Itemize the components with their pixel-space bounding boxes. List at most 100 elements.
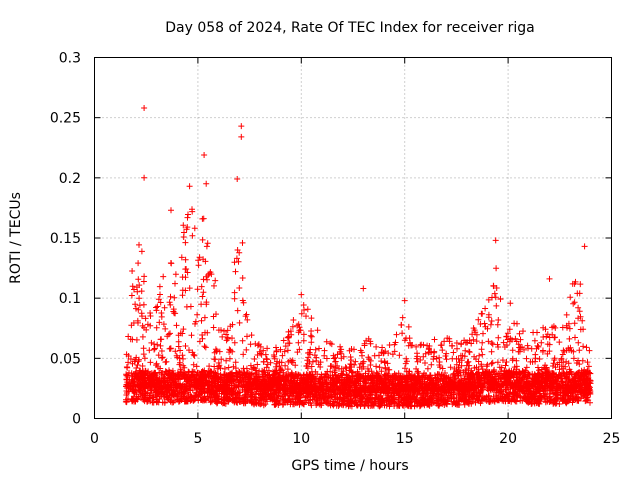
data-point <box>245 380 252 387</box>
data-point <box>189 232 196 239</box>
data-point <box>308 315 315 322</box>
data-point <box>416 403 423 410</box>
data-point <box>162 325 169 332</box>
data-point <box>544 371 551 378</box>
data-point <box>348 368 355 375</box>
data-point <box>509 389 516 396</box>
data-point <box>271 391 278 398</box>
data-point <box>404 384 410 391</box>
data-point <box>369 386 376 392</box>
data-point <box>160 388 167 395</box>
data-point <box>509 357 516 364</box>
data-point <box>491 398 498 405</box>
data-point <box>174 393 181 400</box>
data-point <box>560 393 566 399</box>
data-point <box>376 352 382 359</box>
data-point <box>203 273 210 280</box>
data-point <box>583 397 590 404</box>
data-point <box>314 327 321 334</box>
data-point <box>535 364 541 371</box>
data-point <box>180 362 187 369</box>
data-point <box>395 401 401 408</box>
data-point <box>516 330 523 337</box>
data-point <box>248 332 255 339</box>
data-point <box>196 338 203 345</box>
data-point <box>255 376 261 383</box>
data-point <box>503 359 510 365</box>
data-point <box>253 385 260 392</box>
data-point <box>160 273 167 280</box>
data-point <box>212 346 219 353</box>
data-point <box>450 371 457 378</box>
data-point <box>414 368 421 375</box>
data-point <box>123 392 130 398</box>
data-point <box>535 370 542 377</box>
data-point <box>484 361 491 368</box>
data-point <box>497 296 504 303</box>
data-point <box>448 342 455 349</box>
data-point <box>456 367 463 374</box>
data-point <box>479 339 486 346</box>
data-point <box>414 350 420 357</box>
data-point <box>458 357 465 364</box>
data-point <box>454 345 460 352</box>
data-point <box>203 301 210 308</box>
data-point <box>331 367 338 374</box>
data-point <box>470 325 477 332</box>
data-point <box>216 388 222 395</box>
data-point <box>480 330 486 337</box>
data-point <box>526 398 533 405</box>
data-point <box>461 393 468 400</box>
data-point <box>356 371 363 378</box>
data-point <box>265 367 272 374</box>
data-point <box>231 289 238 296</box>
data-point <box>194 386 201 392</box>
data-point <box>492 373 499 380</box>
data-point <box>309 358 316 365</box>
data-point <box>359 352 365 359</box>
data-point <box>360 363 367 370</box>
data-point <box>194 393 201 400</box>
data-point <box>252 381 259 388</box>
data-point <box>425 393 431 400</box>
data-point <box>338 350 345 357</box>
data-point <box>469 331 476 338</box>
data-point <box>337 343 344 350</box>
data-point <box>506 326 513 333</box>
data-point <box>492 294 499 301</box>
data-point <box>375 402 382 409</box>
data-point <box>403 358 410 365</box>
data-point <box>441 338 448 345</box>
data-point <box>569 399 576 406</box>
data-point <box>414 376 421 383</box>
data-point <box>211 282 217 289</box>
data-point <box>406 335 413 342</box>
data-point <box>223 357 230 364</box>
data-point <box>406 368 413 375</box>
data-point <box>134 395 140 402</box>
data-point <box>132 370 139 377</box>
data-point <box>460 369 467 376</box>
data-point <box>224 327 231 334</box>
data-point <box>290 317 297 323</box>
data-point <box>342 364 349 371</box>
data-point <box>211 363 218 370</box>
data-point <box>417 342 424 349</box>
data-point <box>177 359 183 366</box>
data-point <box>308 339 315 346</box>
data-point <box>516 344 523 351</box>
data-point <box>461 353 468 360</box>
data-point <box>493 302 500 309</box>
data-point <box>215 360 222 366</box>
data-point <box>184 269 191 276</box>
data-point <box>585 387 592 394</box>
data-point <box>244 316 251 323</box>
data-point <box>465 358 472 365</box>
data-point <box>336 394 343 401</box>
data-point <box>199 293 206 300</box>
data-point <box>395 370 402 377</box>
data-point <box>526 375 532 382</box>
data-point <box>349 373 356 380</box>
data-point <box>409 393 416 400</box>
data-points <box>122 105 594 410</box>
